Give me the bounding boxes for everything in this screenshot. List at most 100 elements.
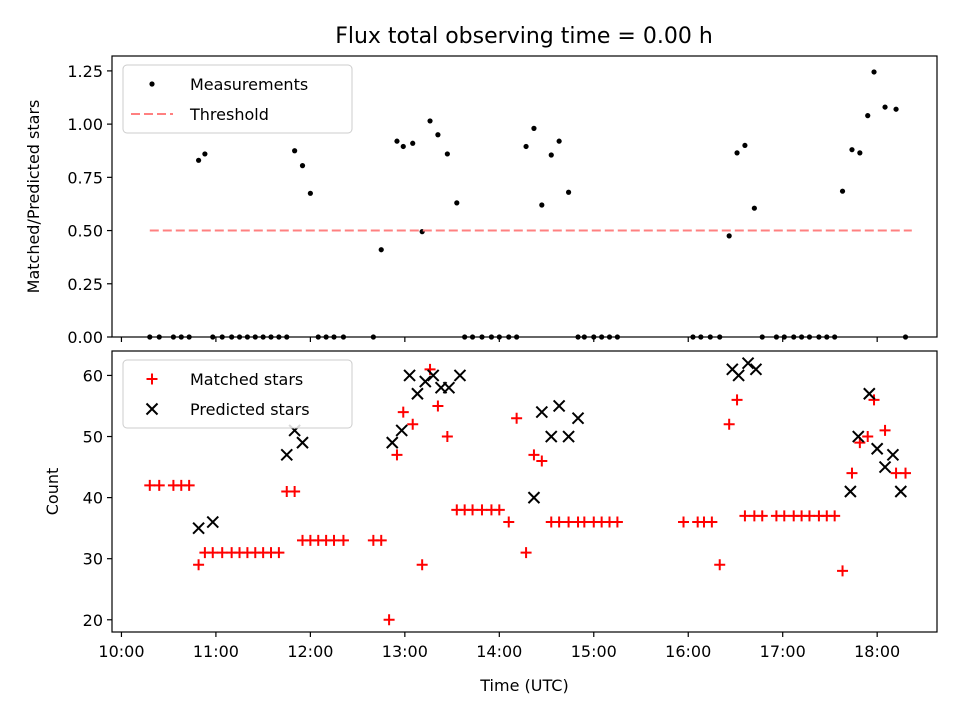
matched-star-point xyxy=(207,547,219,559)
measurement-point xyxy=(496,334,502,340)
matched-star-point xyxy=(416,559,428,571)
matched-star-point xyxy=(706,516,718,528)
matched-star-point xyxy=(778,510,790,522)
measurement-point xyxy=(857,150,863,156)
matched-star-point xyxy=(441,431,453,443)
matched-star-point xyxy=(183,479,195,491)
measurement-point xyxy=(806,334,813,340)
matched-star-point xyxy=(678,516,690,528)
measurement-point xyxy=(882,104,888,110)
matched-star-point xyxy=(467,504,479,516)
y-tick-label: 20 xyxy=(83,611,103,630)
predicted-star-point xyxy=(886,448,900,462)
predicted-star-point xyxy=(741,357,755,370)
matched-star-point xyxy=(193,559,205,571)
measurement-point xyxy=(229,334,235,340)
measurement-point xyxy=(219,334,225,340)
measurement-point xyxy=(331,334,337,340)
measurement-point xyxy=(759,334,765,340)
measurement-point xyxy=(178,334,184,340)
measurement-point xyxy=(400,143,406,150)
y-axis-label: Count xyxy=(43,468,62,516)
measurement-point xyxy=(252,334,258,340)
measurement-point xyxy=(514,334,520,340)
predicted-star-point xyxy=(749,363,763,376)
measurement-point xyxy=(839,188,846,194)
matched-star-point xyxy=(829,510,841,522)
legend-label: Threshold xyxy=(189,105,269,124)
predicted-star-point xyxy=(442,381,456,394)
predicted-star-point xyxy=(206,515,219,529)
measurement-point xyxy=(488,334,495,340)
measurement-point xyxy=(427,118,433,124)
predicted-star-point xyxy=(562,430,575,443)
measurement-point xyxy=(548,152,554,158)
measurement-point xyxy=(726,233,732,239)
y-tick-label: 40 xyxy=(83,489,103,508)
matched-star-point xyxy=(216,547,228,559)
measurement-point xyxy=(170,334,177,340)
measurement-point xyxy=(599,334,605,340)
predicted-star-point xyxy=(395,424,408,437)
measurement-point xyxy=(340,334,347,340)
matched-star-point xyxy=(493,504,505,516)
y-tick-label: 50 xyxy=(83,428,103,447)
measurement-point xyxy=(276,334,282,340)
measurement-point xyxy=(244,334,251,340)
measurement-point xyxy=(523,143,529,150)
measurement-point xyxy=(260,334,266,340)
matched-star-point xyxy=(731,394,743,406)
matched-star-point xyxy=(563,516,575,528)
matched-star-point xyxy=(611,516,623,528)
measurement-point xyxy=(798,334,805,340)
matched-star-point xyxy=(714,559,726,571)
measurement-point xyxy=(307,190,313,196)
measurement-point xyxy=(378,247,384,253)
y-tick-label: 1.25 xyxy=(67,62,103,81)
x-tick-label: 16:00 xyxy=(665,642,711,661)
x-axis-label: Time (UTC) xyxy=(479,676,568,695)
measurement-point xyxy=(147,334,153,340)
predicted-star-point xyxy=(192,521,205,535)
measurement-point xyxy=(370,334,376,340)
x-tick-label: 18:00 xyxy=(854,642,900,661)
x-tick-label: 14:00 xyxy=(476,642,522,661)
legend-box xyxy=(122,64,353,134)
measurement-point xyxy=(315,334,321,340)
matched-star-point xyxy=(375,534,387,546)
measurement-point xyxy=(707,334,713,340)
measurement-point xyxy=(606,334,613,340)
matched-star-point xyxy=(890,467,902,479)
measurement-point xyxy=(299,163,306,169)
y-tick-label: 0.75 xyxy=(67,168,103,187)
matched-star-point xyxy=(273,547,285,559)
x-tick-label: 15:00 xyxy=(571,642,617,661)
matched-star-point xyxy=(407,418,419,430)
predicted-star-point xyxy=(386,436,399,449)
matched-star-point xyxy=(837,565,849,577)
measurement-point xyxy=(614,334,620,340)
measurement-point xyxy=(284,334,290,340)
measurement-point xyxy=(773,334,780,340)
measurement-point xyxy=(195,157,202,163)
measurement-point xyxy=(202,151,208,157)
matched-star-point xyxy=(723,418,735,430)
measurement-point xyxy=(734,150,740,156)
matched-star-point xyxy=(383,614,395,626)
measurement-point xyxy=(832,334,838,340)
matched-star-point xyxy=(803,510,815,522)
legend-marker xyxy=(145,402,159,416)
predicted-star-point xyxy=(535,405,549,419)
predicted-star-point xyxy=(852,430,865,443)
predicted-star-point xyxy=(894,485,907,498)
plot-frame xyxy=(111,350,938,633)
matched-star-point xyxy=(337,534,349,546)
measurement-point xyxy=(751,205,757,211)
matched-star-point xyxy=(391,449,403,461)
y-axis-label: Matched/Predicted stars xyxy=(24,100,43,294)
measurement-point xyxy=(849,147,855,153)
matched-star-point xyxy=(578,516,590,528)
x-tick-label: 11:00 xyxy=(193,642,239,661)
